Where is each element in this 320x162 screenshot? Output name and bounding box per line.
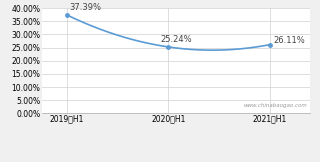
Legend: 毛利率（%）: 毛利率（%） — [129, 159, 180, 162]
Text: www.chinabaogao.com: www.chinabaogao.com — [244, 103, 308, 108]
Text: 25.24%: 25.24% — [161, 35, 192, 44]
Text: 26.11%: 26.11% — [274, 36, 306, 45]
Text: 37.39%: 37.39% — [69, 3, 101, 12]
